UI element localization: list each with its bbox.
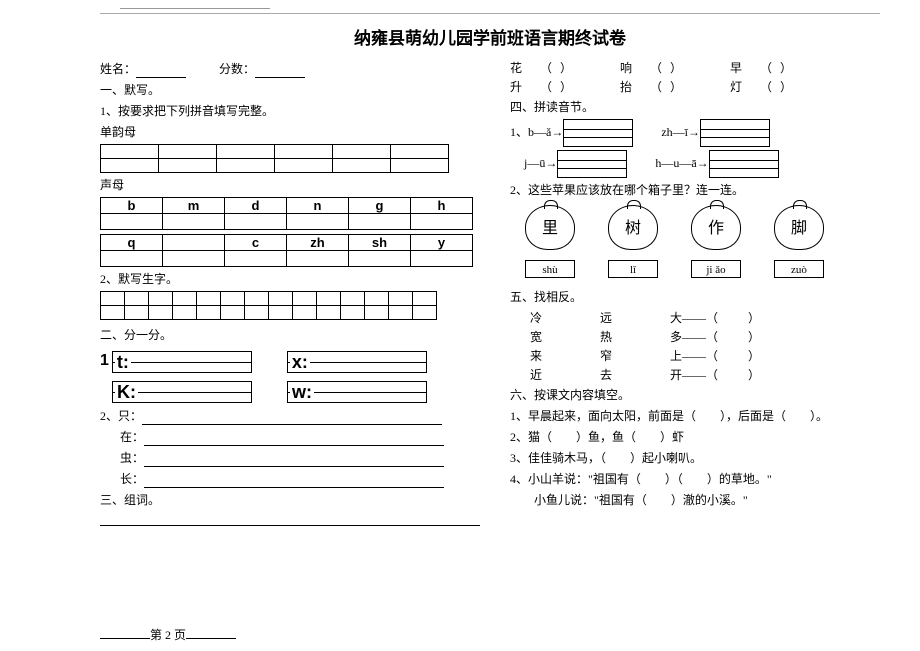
- r5-3: 来窄上——（）: [510, 347, 880, 364]
- labels: shù lǐ ji ǎo zuò: [510, 260, 880, 278]
- r4-row1: 1、b—ǎ→ zh—ī→: [510, 119, 880, 147]
- r6-l4: 4、小山羊说："祖国有（ ）（ ）的草地。": [510, 470, 880, 488]
- r4-h: 四、拼读音节。: [510, 98, 880, 116]
- name-label: 姓名：: [100, 62, 136, 76]
- page: 纳雍县萌幼儿园学前班语言期终试卷 姓名： 分数： 一、默写。 1、按要求把下列拼…: [0, 0, 920, 536]
- s1-q1: 1、按要求把下列拼音填写完整。: [100, 102, 480, 120]
- doc-title: 纳雍县萌幼儿园学前班语言期终试卷: [100, 24, 880, 49]
- r4-q2: 2、这些苹果应该放在哪个箱子里？连一连。: [510, 181, 880, 199]
- columns: 姓名： 分数： 一、默写。 1、按要求把下列拼音填写完整。 单韵母 声母 bmd…: [100, 57, 880, 528]
- score-label: 分数：: [219, 62, 255, 76]
- footer: 第 2 页: [100, 626, 236, 643]
- r6-l5: 小鱼儿说："祖国有（ ）澈的小溪。": [510, 491, 880, 509]
- r5-4: 近去开——（）: [510, 366, 880, 383]
- s1-sheng: 声母: [100, 176, 480, 194]
- right-col: 花（） 响（） 早（） 升（） 抬（） 灯（） 四、拼读音节。 1、b—ǎ→ z…: [510, 57, 880, 528]
- r6-l3: 3、佳佳骑木马，（ ）起小喇叭。: [510, 449, 880, 467]
- s2-box1: 1 t: x:: [100, 347, 480, 377]
- r6-l2: 2、猫（ ）鱼，鱼（ ）虾: [510, 428, 880, 446]
- name-score: 姓名： 分数：: [100, 60, 480, 78]
- s2-h: 二、分一分。: [100, 326, 480, 344]
- apples: 里 树 作 脚: [510, 205, 880, 250]
- s2-box2: K: w:: [112, 381, 480, 403]
- r6-l1: 1、早晨起来，面向太阳，前面是（ ），后面是（ ）。: [510, 407, 880, 425]
- s2-chang: 长：: [100, 470, 480, 488]
- s2-zai: 在：: [100, 428, 480, 446]
- r6-h: 六、按课文内容填空。: [510, 386, 880, 404]
- s1-q2: 2、默写生字。: [100, 270, 480, 288]
- s1-dan: 单韵母: [100, 123, 480, 141]
- r5-h: 五、找相反。: [510, 288, 880, 306]
- dan-grid: [100, 144, 449, 173]
- s2-chong: 虫：: [100, 449, 480, 467]
- sheng-grid2: qczhshy: [100, 234, 473, 267]
- header-rule: [100, 13, 880, 14]
- s1-h: 一、默写。: [100, 81, 480, 99]
- top-underline: [120, 8, 270, 9]
- s3-line1: [100, 512, 480, 526]
- left-col: 姓名： 分数： 一、默写。 1、按要求把下列拼音填写完整。 单韵母 声母 bmd…: [100, 57, 480, 528]
- s2-q2: 2、只：: [100, 407, 480, 425]
- r5-2: 宽热多——（）: [510, 328, 880, 345]
- shengzi-grid: [100, 291, 437, 320]
- r5-1: 冷远大——（）: [510, 309, 880, 326]
- sheng-grid1: bmdngh: [100, 197, 473, 230]
- r1-row1: 花（） 响（） 早（）: [510, 59, 880, 76]
- r1-row2: 升（） 抬（） 灯（）: [510, 78, 880, 95]
- s3-h: 三、组词。: [100, 491, 480, 509]
- r4-row2: j—ū→ h—u—ā→: [524, 150, 880, 178]
